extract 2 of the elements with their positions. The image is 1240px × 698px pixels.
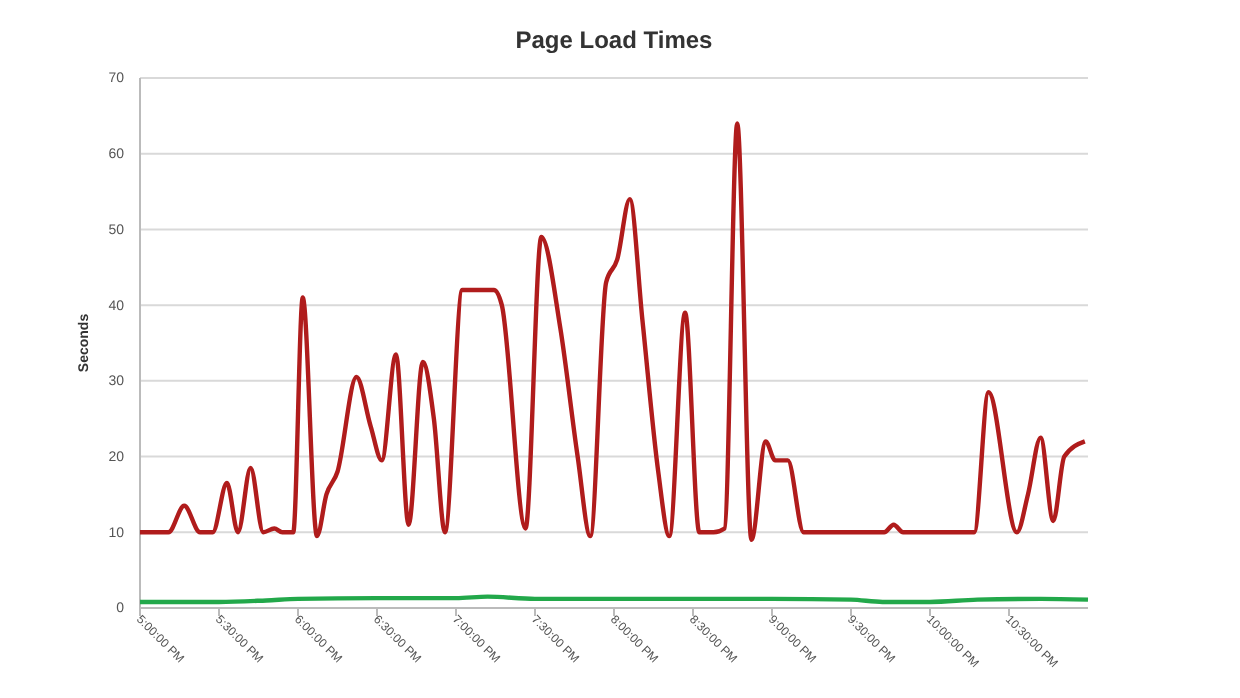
chart-title: Page Load Times	[515, 26, 714, 54]
line-series	[137, 121, 1088, 543]
